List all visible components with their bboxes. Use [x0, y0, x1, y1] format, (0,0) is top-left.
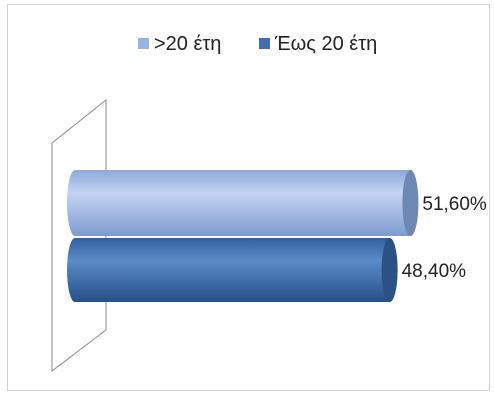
bar-1 — [67, 238, 398, 302]
chart-frame — [7, 4, 490, 391]
data-label-1: 48,40% — [402, 261, 467, 282]
bars: 51,60% 48,40% — [67, 170, 487, 302]
legend: >20 έτη Έως 20 έτη — [138, 33, 377, 55]
legend-swatch-0 — [138, 38, 149, 49]
bar-cap-0 — [402, 170, 419, 236]
legend-label-0: >20 έτη — [154, 33, 221, 55]
legend-swatch-1 — [259, 38, 270, 49]
bar-0 — [67, 170, 419, 236]
back-wall — [51, 98, 107, 373]
bar-cap-1 — [381, 238, 398, 302]
data-label-0: 51,60% — [422, 194, 487, 215]
legend-label-1: Έως 20 έτη — [274, 33, 377, 55]
